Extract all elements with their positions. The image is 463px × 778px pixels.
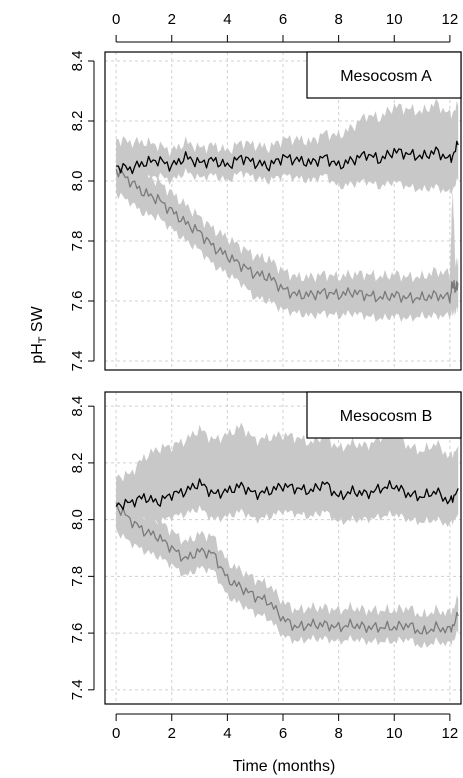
x-tick-label: 2 xyxy=(168,725,176,742)
panel-label-box xyxy=(306,51,462,99)
y-axis-title-rest: SW xyxy=(29,305,46,336)
x-tick-label: 0 xyxy=(112,11,120,28)
y-tick-label: 8.0 xyxy=(69,171,86,192)
panel-mesocosm-b: 7.4 7.6 7.8 8.0 8.2 8.4 Mesocosm B xyxy=(69,391,462,705)
series-line-control xyxy=(115,478,459,511)
y-axis-title-main: pH xyxy=(29,343,46,363)
y-tick-label: 7.8 xyxy=(69,566,86,587)
x-tick-label: 10 xyxy=(386,725,403,742)
y-tick-label: 8.2 xyxy=(69,452,86,473)
y-tick-label: 7.4 xyxy=(69,679,86,700)
bottom-month-axis: 0 2 4 6 8 10 12 xyxy=(112,713,459,742)
y-tick-label: 7.6 xyxy=(69,291,86,312)
x-tick-label: 4 xyxy=(223,11,231,28)
y-tick-label: 8.4 xyxy=(69,396,86,417)
y-axis-title-subscript: T xyxy=(37,336,49,343)
y-tick-label: 7.4 xyxy=(69,351,86,372)
x-axis-title: Time (months) xyxy=(233,758,336,775)
x-tick-label: 10 xyxy=(386,11,403,28)
series-band-treatment xyxy=(116,482,459,648)
plot-frame xyxy=(104,51,462,371)
series-line-control xyxy=(116,140,459,175)
x-tick-label: 0 xyxy=(112,725,120,742)
series-line-treatment xyxy=(115,502,459,635)
x-tick-label: 8 xyxy=(334,725,342,742)
y-tick-label: 7.6 xyxy=(69,623,86,644)
panel-label: Mesocosm B xyxy=(340,408,432,425)
x-tick-label: 2 xyxy=(168,11,176,28)
y-tick-label: 8.0 xyxy=(69,509,86,530)
x-tick-label: 12 xyxy=(442,11,459,28)
plot-frame xyxy=(104,391,462,705)
y-tick-label: 7.8 xyxy=(69,231,86,252)
y-tick-label: 8.4 xyxy=(69,51,86,72)
panel-label: Mesocosm A xyxy=(340,68,432,85)
series-line-treatment xyxy=(115,168,459,304)
x-tick-label: 12 xyxy=(442,725,459,742)
x-tick-label: 6 xyxy=(279,725,287,742)
series-band-control xyxy=(116,98,459,195)
y-tick-label: 8.2 xyxy=(69,111,86,132)
series-band-control xyxy=(116,422,459,529)
panel-label-box xyxy=(306,391,462,439)
y-axis-title: pHT SW xyxy=(29,305,49,363)
x-tick-label: 6 xyxy=(279,11,287,28)
x-tick-label: 8 xyxy=(334,11,342,28)
top-month-axis: 0 2 4 6 8 10 12 xyxy=(112,11,459,43)
x-tick-label: 4 xyxy=(223,725,231,742)
series-band-treatment xyxy=(116,150,459,323)
panel-mesocosm-a: 7.4 7.6 7.8 8.0 8.2 8.4 Mesocosm A xyxy=(69,51,462,372)
